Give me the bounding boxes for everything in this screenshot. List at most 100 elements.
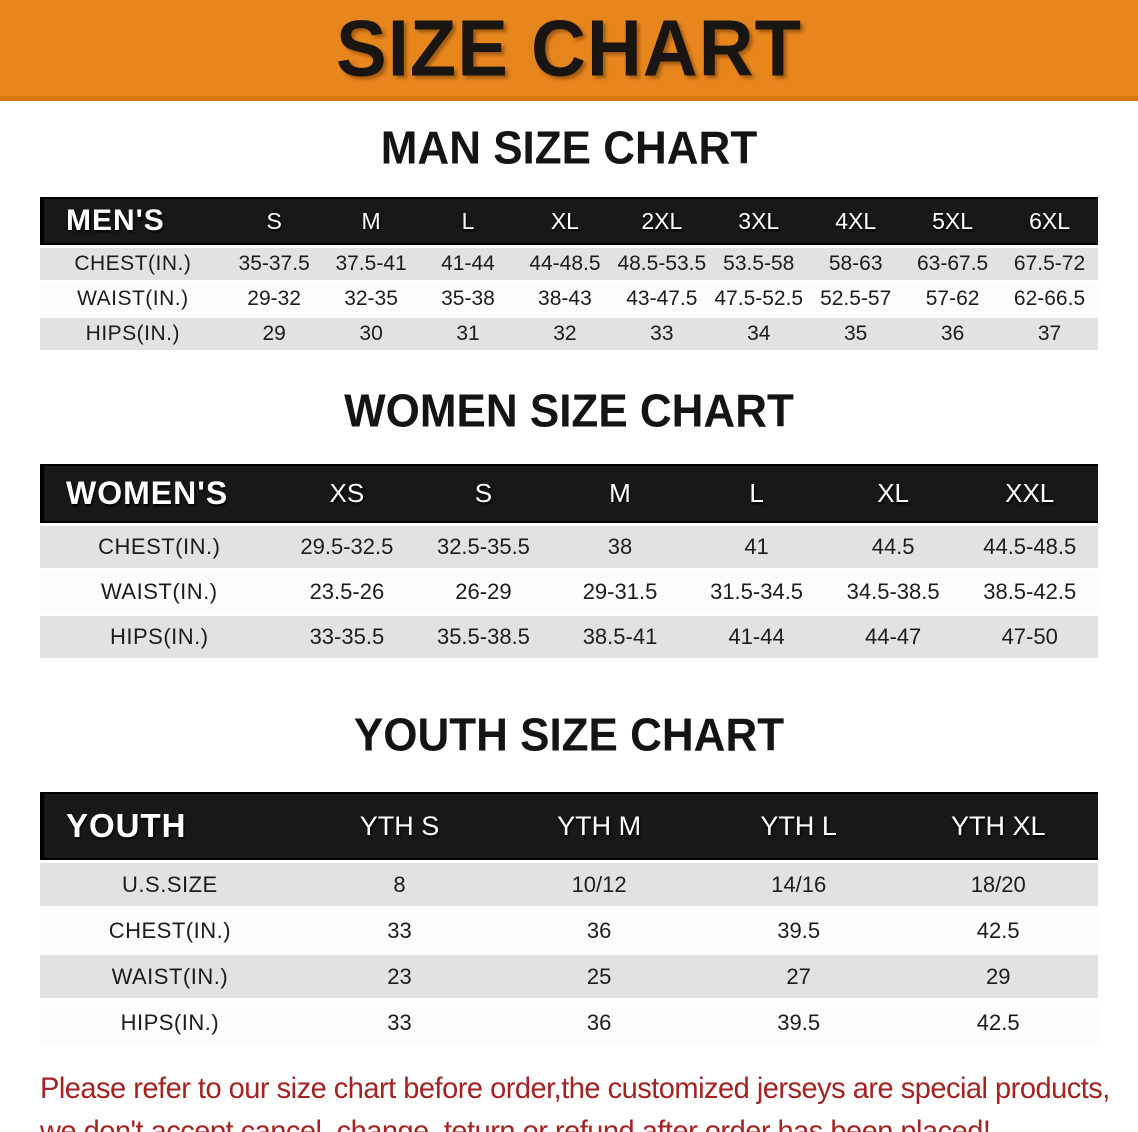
banner-title: SIZE CHART	[336, 3, 802, 93]
size-cell: 47.5-52.5	[710, 283, 808, 315]
size-cell: 18/20	[898, 863, 1098, 906]
size-cell: 32	[516, 318, 614, 350]
size-cell: 62-66.5	[1001, 283, 1098, 315]
size-cell: 58-63	[807, 248, 905, 280]
column-header: S	[415, 464, 552, 523]
men-size-table: MEN'S S M L XL 2XL 3XL 4XL 5XL 6XL CHEST(IN.) 35-37…	[40, 194, 1098, 353]
disclaimer-line-2: we don't accept cancel, change, teturn o…	[40, 1115, 991, 1132]
size-cell: 23	[299, 955, 500, 998]
size-cell: 47-50	[961, 616, 1098, 658]
men-group-label: MEN'S	[40, 197, 226, 245]
size-cell: 39.5	[698, 1001, 899, 1044]
size-cell: 32.5-35.5	[415, 526, 552, 568]
table-row: HIPS(IN.) 29 30 31 32 33 34 35 36 37	[40, 318, 1098, 350]
row-label: CHEST(IN.)	[40, 248, 226, 280]
size-cell: 38.5-41	[551, 616, 689, 658]
size-cell: 63-67.5	[904, 248, 1002, 280]
table-row: CHEST(IN.) 33 36 39.5 42.5	[40, 909, 1098, 952]
size-cell: 39.5	[698, 909, 899, 952]
size-cell: 34	[710, 318, 808, 350]
column-header: 3XL	[710, 197, 808, 245]
size-cell: 36	[904, 318, 1002, 350]
size-cell: 41-44	[688, 616, 825, 658]
size-cell: 38	[551, 526, 689, 568]
column-header: YTH XL	[898, 792, 1098, 860]
size-cell: 29.5-32.5	[278, 526, 416, 568]
women-section-heading: WOMEN SIZE CHART	[344, 385, 794, 438]
size-cell: 25	[499, 955, 699, 998]
size-cell: 36	[499, 1001, 699, 1044]
column-header: XXL	[961, 464, 1098, 523]
column-header: YTH M	[499, 792, 699, 860]
youth-group-label: YOUTH	[40, 792, 300, 860]
size-cell: 37	[1001, 318, 1098, 350]
size-cell: 35.5-38.5	[415, 616, 552, 658]
table-row: HIPS(IN.) 33-35.5 35.5-38.5 38.5-41 41-44 44-…	[40, 616, 1098, 658]
size-cell: 14/16	[698, 863, 899, 906]
size-cell: 31.5-34.5	[688, 571, 825, 613]
row-label: HIPS(IN.)	[40, 616, 279, 658]
size-cell: 29-31.5	[551, 571, 689, 613]
column-header: YTH L	[698, 792, 899, 860]
youth-section-heading: YOUTH SIZE CHART	[353, 709, 785, 762]
disclaimer-text: Please refer to our size chart before or…	[40, 1067, 1138, 1132]
table-row: WAIST(IN.) 29-32 32-35 35-38 38-43 43-47.5 47.…	[40, 283, 1098, 315]
column-header: XL	[824, 464, 962, 523]
size-cell: 36	[499, 909, 699, 952]
men-section-heading: MAN SIZE CHART	[380, 122, 758, 175]
size-cell: 33-35.5	[278, 616, 416, 658]
size-cell: 35	[807, 318, 905, 350]
column-header: 5XL	[904, 197, 1002, 245]
table-row: WAIST(IN.) 23.5-26 26-29 29-31.5 31.5-34.5 34…	[40, 571, 1098, 613]
row-label: WAIST(IN.)	[40, 955, 300, 998]
table-row: WAIST(IN.) 23 25 27 29	[40, 955, 1098, 998]
women-table: WOMEN'S XS S M L XL XXL CHEST(IN.) 29.5-32.5 32.5…	[40, 461, 1098, 661]
men-table: MEN'S S M L XL 2XL 3XL 4XL 5XL 6XL CHEST(IN.) 35-37…	[40, 194, 1098, 353]
size-cell: 33	[299, 1001, 500, 1044]
size-cell: 8	[299, 863, 500, 906]
row-label: WAIST(IN.)	[40, 571, 279, 613]
size-cell: 26-29	[415, 571, 552, 613]
size-cell: 31	[419, 318, 517, 350]
size-cell: 38.5-42.5	[961, 571, 1098, 613]
size-cell: 23.5-26	[278, 571, 416, 613]
size-cell: 38-43	[516, 283, 614, 315]
column-header: L	[419, 197, 517, 245]
row-label: HIPS(IN.)	[40, 1001, 300, 1044]
size-cell: 41-44	[419, 248, 517, 280]
disclaimer-line-1: Please refer to our size chart before or…	[40, 1072, 1110, 1106]
column-header: S	[225, 197, 323, 245]
size-cell: 43-47.5	[613, 283, 711, 315]
women-table-header-row: WOMEN'S XS S M L XL XXL	[40, 464, 1098, 523]
women-size-table: WOMEN'S XS S M L XL XXL CHEST(IN.) 29.5-32.5 32.5…	[40, 461, 1098, 661]
size-cell: 53.5-58	[710, 248, 808, 280]
size-cell: 44-47	[824, 616, 962, 658]
row-label: U.S.SIZE	[40, 863, 300, 906]
size-cell: 35-37.5	[225, 248, 323, 280]
size-cell: 52.5-57	[807, 283, 905, 315]
column-header: XS	[278, 464, 416, 523]
table-row: CHEST(IN.) 35-37.5 37.5-41 41-44 44-48.5 48.5…	[40, 248, 1098, 280]
men-table-header-row: MEN'S S M L XL 2XL 3XL 4XL 5XL 6XL	[40, 197, 1098, 245]
column-header: L	[688, 464, 825, 523]
size-cell: 35-38	[419, 283, 517, 315]
size-cell: 57-62	[904, 283, 1002, 315]
size-cell: 10/12	[499, 863, 699, 906]
size-cell: 33	[613, 318, 711, 350]
size-cell: 44-48.5	[516, 248, 614, 280]
women-group-label: WOMEN'S	[40, 464, 279, 523]
size-cell: 30	[322, 318, 420, 350]
row-label: CHEST(IN.)	[40, 526, 279, 568]
size-chart-banner: SIZE CHART	[0, 0, 1138, 101]
table-row: U.S.SIZE 8 10/12 14/16 18/20	[40, 863, 1098, 906]
youth-table: YOUTH YTH S YTH M YTH L YTH XL U.S.SIZE 8 10/12…	[40, 789, 1098, 1047]
column-header: YTH S	[299, 792, 500, 860]
size-cell: 32-35	[322, 283, 420, 315]
row-label: HIPS(IN.)	[40, 318, 226, 350]
size-cell: 34.5-38.5	[824, 571, 962, 613]
size-cell: 42.5	[898, 909, 1098, 952]
column-header: 6XL	[1001, 197, 1098, 245]
size-cell: 44.5	[824, 526, 962, 568]
size-cell: 29	[225, 318, 323, 350]
size-cell: 29-32	[225, 283, 323, 315]
